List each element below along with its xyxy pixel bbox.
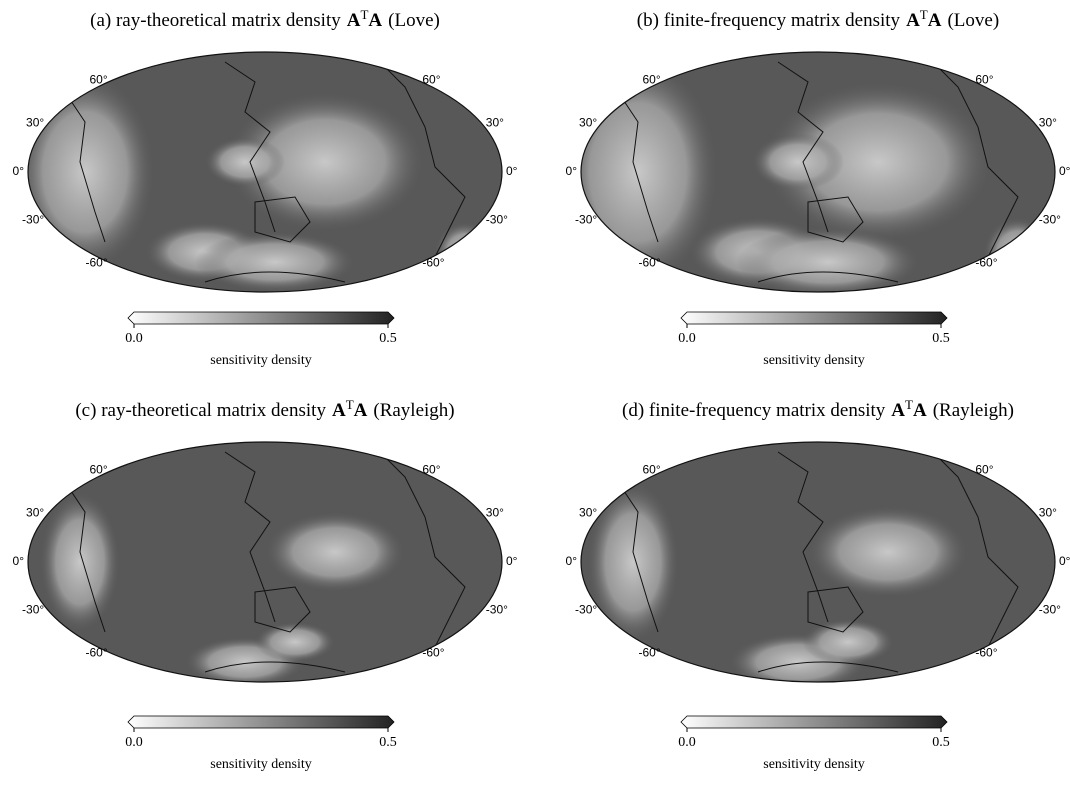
colorbar-tick-label: 0.5 [379, 331, 397, 346]
lat-label: 0° [566, 164, 578, 178]
lat-label: 60° [89, 463, 107, 477]
lat-label: -60° [85, 256, 107, 270]
title-matrix: A [347, 10, 361, 31]
lat-label: -30° [1039, 213, 1061, 227]
lat-label: 0° [13, 164, 25, 178]
lat-label: 30° [579, 116, 597, 130]
lat-label: -60° [422, 256, 444, 270]
title-matrix: A [906, 10, 920, 31]
lat-label: 30° [579, 506, 597, 520]
colorbar-label: sensitivity density [210, 353, 312, 368]
lat-label: 60° [642, 73, 660, 87]
lat-label: 0° [506, 554, 518, 568]
title-sup: T [920, 7, 928, 22]
lat-label: -60° [638, 646, 660, 660]
lat-label: 60° [975, 463, 993, 477]
lat-label: 0° [1059, 164, 1070, 178]
lat-label: -60° [975, 646, 997, 660]
lat-label: 0° [506, 164, 518, 178]
lat-label: 60° [422, 73, 440, 87]
title-sup: T [360, 7, 368, 22]
density-blob [195, 232, 355, 292]
lat-label: -60° [85, 646, 107, 660]
lat-label: 30° [1039, 506, 1057, 520]
density-blob [808, 506, 969, 598]
colorbar-tick-label: 0.0 [125, 331, 143, 346]
density-blob [802, 619, 894, 665]
colorbar-tick-label: 0.0 [678, 735, 696, 750]
colorbar-tick-label: 0.5 [379, 735, 397, 750]
title-matrix2: A [368, 10, 382, 31]
lat-label: 30° [1039, 116, 1057, 130]
lat-label: 0° [566, 554, 578, 568]
title-matrix: A [332, 400, 346, 421]
colorbar [681, 312, 947, 324]
lat-label: 60° [422, 463, 440, 477]
title-sup: T [346, 397, 354, 412]
title-matrix2: A [913, 400, 927, 421]
colorbar-tick-label: 0.5 [932, 331, 950, 346]
density-blob [205, 137, 285, 187]
colorbar [681, 716, 947, 728]
lat-label: 30° [486, 506, 504, 520]
title-label: (d) finite-frequency matrix density [622, 400, 886, 421]
panel-title: (a) ray-theoretical matrix density ATA (Lo… [90, 7, 440, 31]
lat-label: -30° [22, 603, 44, 617]
lat-label: 30° [26, 116, 44, 130]
lat-label: -30° [22, 213, 44, 227]
density-blob [435, 222, 495, 282]
lat-label: -30° [575, 603, 597, 617]
colorbar-label: sensitivity density [763, 757, 865, 772]
colorbar-tick-label: 0.5 [932, 735, 950, 750]
lat-label: -60° [975, 256, 997, 270]
density-blob [40, 492, 120, 632]
figure: (a) ray-theoretical matrix densityATA(Lo… [0, 0, 1070, 797]
title-wave: (Rayleigh) [933, 400, 1014, 421]
lat-label: 60° [975, 73, 993, 87]
lat-label: 30° [26, 506, 44, 520]
lat-label: -30° [486, 603, 508, 617]
colorbar-tick-label: 0.0 [678, 331, 696, 346]
panel: (a) ray-theoretical matrix density ATA (Lo… [13, 7, 518, 368]
panel-title: (c) ray-theoretical matrix densityATA(Ra… [75, 397, 454, 421]
title-matrix2: A [354, 400, 368, 421]
lat-label: -30° [486, 213, 508, 227]
colorbar-label: sensitivity density [763, 353, 865, 368]
title-matrix2: A [928, 10, 942, 31]
lat-label: -30° [575, 213, 597, 227]
density-blob [752, 133, 844, 191]
lat-label: 60° [642, 463, 660, 477]
colorbar-label: sensitivity density [210, 757, 312, 772]
title-wave: (Love) [388, 10, 440, 31]
lat-label: 60° [89, 73, 107, 87]
title-matrix: A [891, 400, 905, 421]
colorbar [128, 312, 394, 324]
title-label: (b) finite-frequency matrix density [637, 10, 901, 31]
title-wave: (Rayleigh) [373, 400, 454, 421]
panel: (b) finite-frequency matrix densityATA(L… [558, 7, 1070, 368]
lat-label: -60° [638, 256, 660, 270]
density-blob [265, 512, 405, 592]
lat-label: -30° [1039, 603, 1061, 617]
colorbar [128, 716, 394, 728]
title-label: (c) ray-theoretical matrix density [75, 400, 326, 421]
density-blob [587, 482, 679, 643]
lat-label: -60° [422, 646, 444, 660]
lat-label: 0° [13, 554, 25, 568]
lat-label: 0° [1059, 554, 1070, 568]
lat-label: 30° [486, 116, 504, 130]
density-blob [255, 622, 335, 662]
title-wave: (Love) [947, 10, 999, 31]
colorbar-tick-label: 0.0 [125, 735, 143, 750]
title-sup: T [905, 397, 913, 412]
density-blob [15, 72, 155, 272]
title-label: (a) ray-theoretical matrix density [90, 10, 341, 31]
